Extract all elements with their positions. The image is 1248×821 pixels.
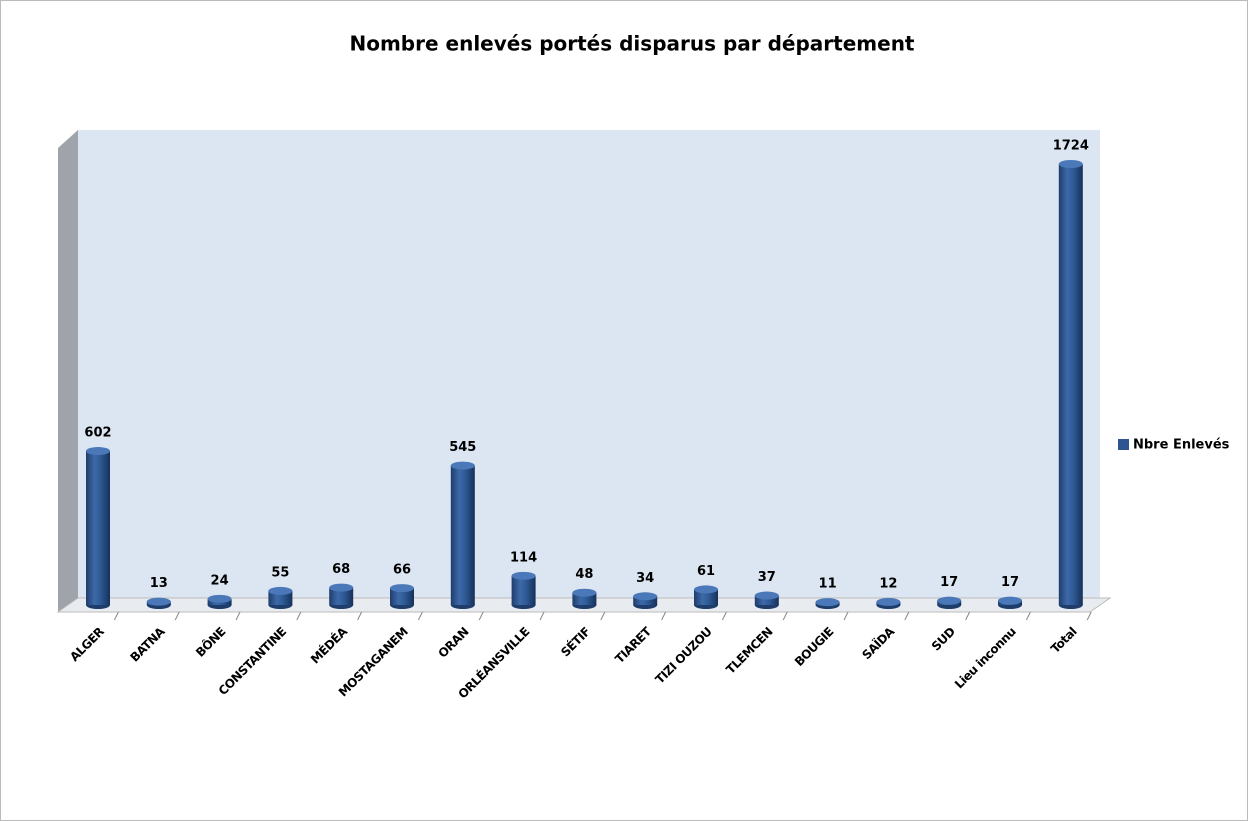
data-label: 37 [758,570,776,585]
x-tick [965,611,971,621]
bar-top [207,594,232,603]
data-label: 12 [879,576,897,591]
bar-top [754,591,779,600]
x-tick [904,611,910,621]
x-tick [357,611,363,621]
bar-top [390,584,414,593]
bar-top [572,588,597,597]
bar [511,575,536,605]
data-label: 68 [332,562,350,577]
data-label: 11 [819,577,837,592]
x-tick [782,611,788,621]
data-label: 55 [271,565,289,580]
data-label: 17 [940,575,958,590]
x-tick [296,611,302,621]
data-label: 24 [211,573,229,588]
x-tick [600,611,606,621]
back-wall [78,130,1100,598]
data-label: 17 [1001,575,1019,590]
legend-swatch [1118,439,1129,450]
data-label: 114 [510,550,537,565]
bar [268,590,293,605]
x-tick [1086,611,1092,621]
bar-top [694,585,718,594]
data-label: 61 [697,564,715,579]
data-label: 66 [393,563,411,578]
x-tick [478,611,484,621]
bar [86,451,110,605]
bar-top [329,583,354,592]
data-label: 1724 [1053,139,1089,154]
bar [450,465,475,605]
data-label: 545 [449,440,476,455]
bar-top [86,447,110,456]
bar-top [450,461,475,470]
data-label: 34 [636,571,654,586]
x-tick [843,611,849,621]
bar [390,588,414,605]
bar-top [815,598,840,607]
chart-title: Nombre enlevés portés disparus par dépar… [349,32,914,56]
x-tick [1025,611,1031,621]
x-tick [235,611,241,621]
x-tick [539,611,545,621]
bar-top [1058,160,1083,168]
bar [1058,164,1083,605]
bar [694,589,718,605]
bar-top [937,596,962,605]
bar-top [146,597,171,606]
bar [633,596,658,605]
bar [754,595,779,605]
bar-top [876,597,901,606]
x-tick [417,611,423,621]
bar [329,587,354,605]
x-tick [661,611,667,621]
side-wall [58,130,78,612]
data-label: 13 [150,576,168,591]
data-label: 602 [84,426,111,441]
bar-top [511,571,536,580]
x-tick [721,611,727,621]
data-label: 48 [575,567,593,582]
legend-label: Nbre Enlevés [1133,438,1230,453]
bar-top [268,586,293,595]
x-tick [174,611,180,621]
bar-top [633,592,658,601]
bar-top [998,596,1022,605]
x-tick [113,611,119,621]
